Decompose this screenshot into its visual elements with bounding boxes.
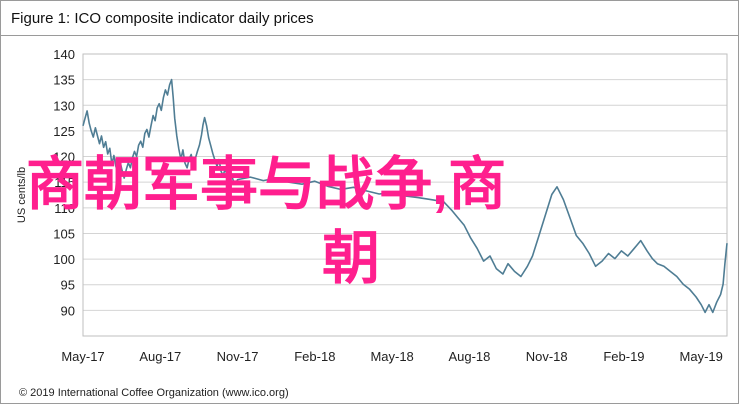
y-tick-label: 105 bbox=[53, 226, 75, 241]
x-tick-label: Nov-18 bbox=[526, 349, 568, 364]
y-tick-label: 135 bbox=[53, 73, 75, 88]
x-tick-label: Aug-17 bbox=[139, 349, 181, 364]
x-tick-label: Feb-19 bbox=[603, 349, 644, 364]
line-chart: 90 95 100 105 110 115 120 125 130 135 140 May-17 Aug… bbox=[16, 47, 728, 364]
x-tick-label: Aug-18 bbox=[448, 349, 490, 364]
title-divider bbox=[1, 35, 738, 36]
y-tick-label: 125 bbox=[53, 124, 75, 139]
x-tick-label: Nov-17 bbox=[217, 349, 259, 364]
y-tick-label: 130 bbox=[53, 98, 75, 113]
y-tick-label: 120 bbox=[53, 150, 75, 165]
x-tick-label: May-18 bbox=[370, 349, 413, 364]
y-tick-label: 140 bbox=[53, 47, 75, 62]
price-series-line bbox=[82, 78, 728, 314]
y-tick-label: 90 bbox=[61, 303, 75, 318]
y-tick-label: 100 bbox=[53, 252, 75, 267]
y-tick-label: 95 bbox=[61, 278, 75, 293]
copyright-footer: © 2019 International Coffee Organization… bbox=[19, 387, 289, 399]
y-axis-label: US cents/lb bbox=[16, 167, 28, 223]
plot-border bbox=[82, 53, 728, 337]
chart-title: Figure 1: ICO composite indicator daily … bbox=[11, 10, 314, 27]
y-tick-label: 110 bbox=[54, 201, 75, 216]
x-tick-label: May-17 bbox=[61, 349, 104, 364]
x-tick-label: Feb-18 bbox=[294, 349, 335, 364]
x-tick-label: May-19 bbox=[680, 349, 723, 364]
y-tick-label: 115 bbox=[54, 175, 75, 190]
